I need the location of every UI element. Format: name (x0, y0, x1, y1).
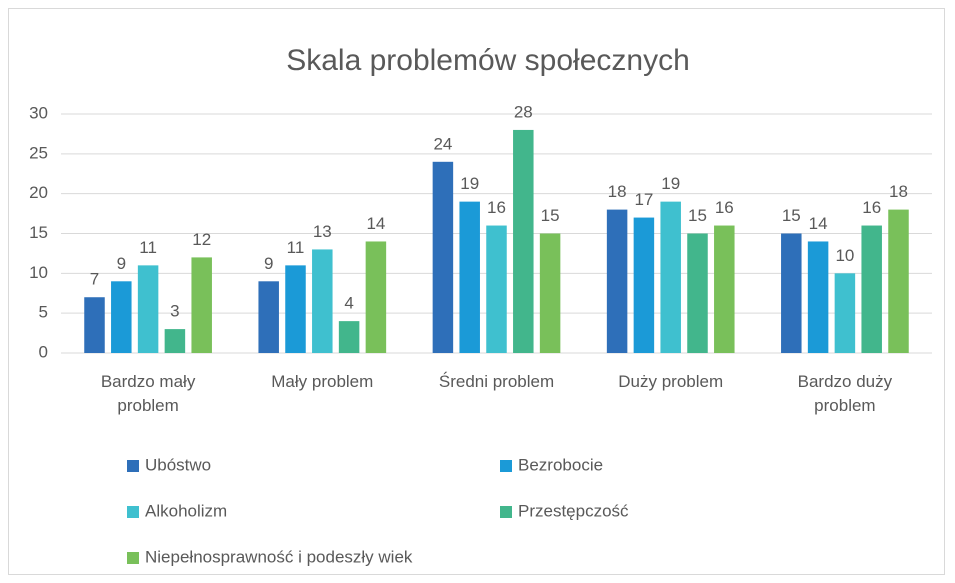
data-label: 18 (889, 182, 908, 201)
data-label: 9 (117, 254, 126, 273)
y-tick-label: 0 (39, 342, 48, 361)
y-tick-label: 15 (29, 223, 48, 242)
y-tick-label: 20 (29, 183, 48, 202)
x-tick-label: Mały problem (271, 372, 374, 391)
bar (285, 265, 306, 353)
data-label: 28 (514, 102, 533, 121)
data-label: 11 (139, 238, 157, 257)
legend-swatch (127, 460, 139, 472)
bar (513, 129, 534, 353)
bar (714, 225, 735, 353)
legend-label: Niepełnosprawność i podeszły wiek (145, 547, 413, 566)
bar (258, 281, 279, 353)
bar (834, 273, 856, 353)
bar (781, 233, 802, 353)
data-label: 4 (344, 294, 353, 313)
legend-swatch (500, 506, 512, 518)
data-label: 14 (366, 214, 385, 233)
legend-label: Alkoholizm (145, 501, 227, 520)
bar (486, 225, 507, 353)
bar (807, 241, 829, 353)
bar (459, 201, 480, 353)
bar (84, 297, 105, 353)
bar (365, 241, 387, 353)
bar (687, 233, 708, 353)
bar (633, 217, 655, 353)
data-label: 14 (809, 214, 828, 233)
x-tick-label: Duży problem (618, 372, 724, 391)
bar (539, 233, 561, 353)
bar (660, 201, 681, 353)
x-tick-label: Bardzo duży problem (797, 372, 893, 415)
data-label: 3 (170, 302, 179, 321)
bar (432, 161, 454, 353)
x-tick-label: Bardzo mały problem (100, 372, 196, 415)
data-label: 19 (460, 174, 479, 193)
data-label: 9 (264, 254, 273, 273)
legend-swatch (127, 552, 139, 564)
bar (191, 257, 212, 353)
data-label: 18 (608, 182, 627, 201)
legend-label: Przestępczość (518, 501, 629, 520)
data-label: 12 (192, 230, 211, 249)
legend-label: Ubóstwo (145, 455, 211, 474)
legend-swatch (500, 460, 512, 472)
bar (312, 249, 333, 353)
bar (111, 281, 132, 353)
data-label: 15 (782, 206, 801, 225)
x-tick-label: Średni problem (438, 372, 555, 391)
data-label: 19 (661, 174, 680, 193)
data-label: 16 (715, 198, 734, 217)
data-label: 16 (862, 198, 881, 217)
chart-title: Skala problemów społecznych (286, 44, 690, 77)
y-tick-label: 30 (29, 103, 48, 122)
data-label: 10 (835, 246, 854, 265)
bar (606, 209, 628, 353)
data-label: 17 (634, 190, 653, 209)
bar (338, 321, 360, 353)
data-label: 13 (313, 222, 332, 241)
data-label: 7 (90, 270, 99, 289)
legend-swatch (127, 506, 139, 518)
bar (861, 225, 882, 353)
data-label: 16 (487, 198, 506, 217)
legend-label: Bezrobocie (518, 455, 603, 474)
bar (137, 265, 159, 353)
bar (888, 209, 909, 353)
y-tick-label: 10 (29, 263, 48, 282)
data-label: 11 (287, 238, 305, 257)
data-label: 15 (688, 206, 707, 225)
data-label: 24 (433, 134, 452, 153)
data-label: 15 (541, 206, 560, 225)
y-tick-label: 25 (29, 143, 48, 162)
bar (164, 329, 186, 353)
y-tick-label: 5 (39, 303, 48, 322)
